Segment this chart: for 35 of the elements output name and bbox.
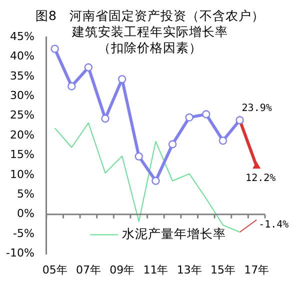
legend-label: 水泥产量年增长率 bbox=[122, 226, 226, 242]
y-tick-label: 35% bbox=[10, 69, 34, 82]
y-tick-label: 10% bbox=[10, 168, 34, 181]
x-tick-label: 15年 bbox=[210, 263, 236, 276]
x-tick-label: 13年 bbox=[176, 263, 202, 276]
y-tick-label: 15% bbox=[10, 148, 34, 162]
point bbox=[118, 75, 126, 84]
chart-title: 图8 河南省固定资产投资（不含农户）建筑安装工程年实际增长率 bbox=[36, 8, 264, 39]
point bbox=[134, 152, 143, 161]
point bbox=[84, 63, 93, 72]
y-tick-label: 25% bbox=[10, 108, 34, 122]
y-tick-label: -5% bbox=[12, 226, 34, 240]
x-tick-label: 07年 bbox=[76, 263, 101, 276]
chart-subtitle: （扣除价格因素） bbox=[98, 40, 202, 55]
data-label: -1.4% bbox=[258, 219, 289, 230]
x-tick-label: 17年 bbox=[244, 263, 270, 276]
point bbox=[68, 82, 76, 90]
data-label: 23.9% bbox=[242, 102, 272, 114]
y-tick-label: -10% bbox=[6, 246, 34, 260]
point bbox=[50, 44, 59, 53]
y-tick-label: 20% bbox=[10, 128, 34, 142]
y-tick-label: 40% bbox=[10, 50, 34, 63]
x-tick-label: 09年 bbox=[110, 263, 135, 276]
point bbox=[152, 176, 160, 185]
point bbox=[185, 113, 194, 122]
y-tick-label: 30% bbox=[10, 88, 34, 102]
point bbox=[218, 136, 228, 145]
y-tick-label: 5% bbox=[16, 188, 34, 201]
y-tick-label: 45% bbox=[10, 30, 34, 43]
y-tick-label: 0% bbox=[16, 207, 34, 220]
x-tick-label: 05年 bbox=[42, 263, 68, 276]
x-tick-label: 11年 bbox=[143, 263, 168, 276]
point bbox=[202, 110, 210, 118]
data-label: 12.2% bbox=[246, 172, 276, 184]
point bbox=[168, 140, 177, 148]
